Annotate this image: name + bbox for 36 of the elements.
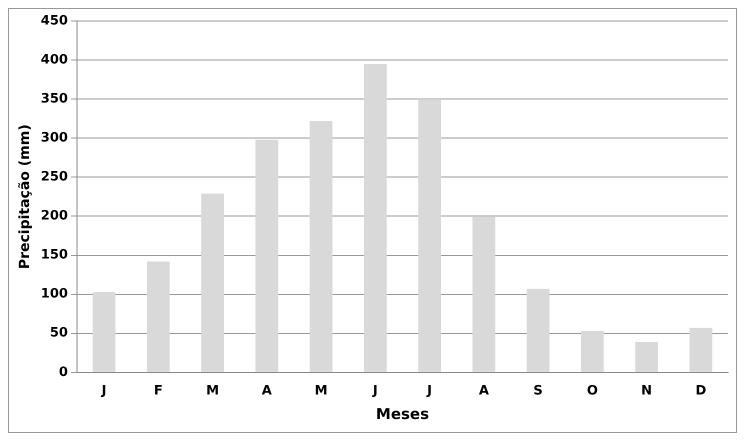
bar (526, 288, 550, 372)
x-tick-label: J (372, 384, 378, 399)
x-tick-label: J (100, 384, 106, 399)
x-tick-label: A (478, 384, 489, 399)
y-tick-label: 350 (40, 91, 68, 106)
bar (472, 216, 496, 372)
y-tick-label: 0 (58, 364, 68, 380)
y-tick-label: 200 (40, 208, 68, 224)
bar (310, 120, 332, 372)
x-tick-label: S (533, 384, 543, 399)
y-axis-title: Precipitação (mm) (17, 124, 34, 270)
bar (364, 64, 387, 372)
y-tick-label: 150 (40, 248, 68, 263)
x-tick-label: M (314, 384, 328, 399)
x-axis-title: Meses (376, 404, 430, 423)
bar (146, 262, 170, 372)
bar (635, 342, 658, 372)
x-tick-label: A (262, 384, 272, 399)
y-tick-label: 400 (40, 52, 68, 68)
y-tick-label: 250 (40, 170, 68, 185)
bar (580, 331, 604, 372)
x-tick-label: F (154, 384, 163, 399)
y-tick-label: 100 (40, 286, 68, 302)
bar (92, 292, 116, 372)
x-tick-label: D (695, 384, 706, 399)
y-tick-label: 50 (50, 326, 68, 341)
bar (689, 328, 712, 372)
y-tick-label: 450 (40, 13, 68, 28)
x-tick-label: N (641, 384, 652, 399)
bar (201, 194, 224, 372)
bar (418, 99, 441, 372)
x-tick-label: O (586, 384, 598, 399)
x-tick-label: J (426, 384, 432, 399)
y-tick-label: 300 (40, 130, 68, 146)
x-tick-label: M (206, 384, 220, 399)
bar (255, 140, 278, 372)
